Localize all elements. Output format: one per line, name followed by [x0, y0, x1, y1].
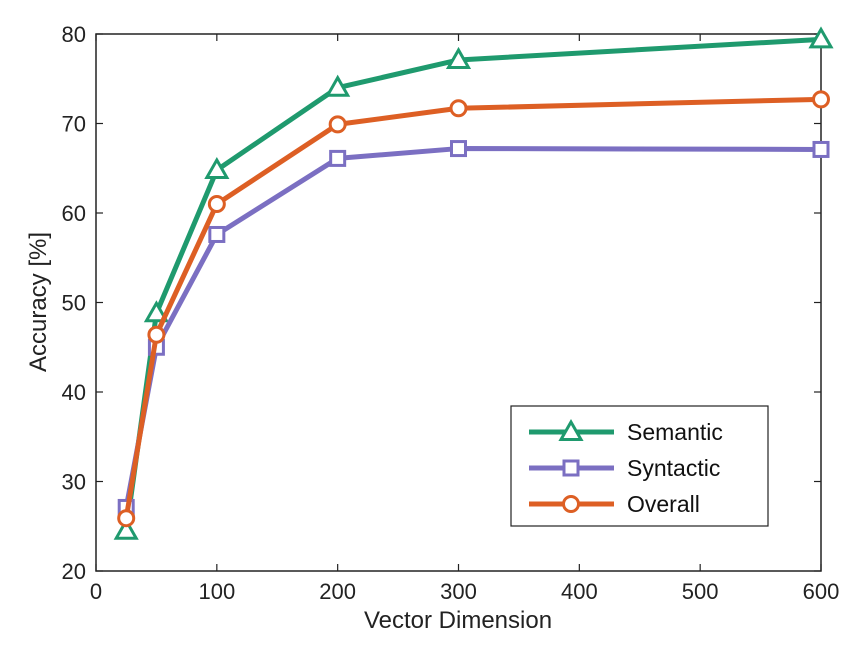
y-tick-label: 50	[62, 291, 86, 316]
y-tick-label: 60	[62, 201, 86, 226]
x-tick-label: 400	[561, 579, 598, 604]
x-tick-label: 500	[682, 579, 719, 604]
data-point-semantic	[113, 517, 139, 540]
legend-label-semantic: Semantic	[627, 419, 723, 445]
series-line-overall	[123, 96, 822, 519]
y-tick-label: 20	[62, 559, 86, 584]
data-point-overall	[812, 90, 830, 109]
data-point-overall	[328, 115, 347, 134]
x-tick-label: 0	[90, 579, 102, 604]
data-point-overall	[207, 195, 226, 214]
data-point-syntactic	[450, 140, 467, 158]
x-tick-label: 600	[803, 579, 840, 604]
data-point-semantic	[325, 74, 351, 97]
y-tick-label: 40	[62, 380, 86, 405]
data-point-syntactic	[208, 225, 226, 243]
x-tick-label: 100	[198, 579, 235, 604]
y-tick-label: 70	[62, 112, 86, 137]
data-point-semantic	[808, 26, 834, 49]
legend-label-syntactic: Syntactic	[627, 455, 720, 481]
data-point-semantic	[143, 300, 170, 323]
legend: Semantic Syntactic Overall	[510, 405, 769, 527]
x-tick-label: 300	[440, 579, 477, 604]
data-point-overall	[147, 325, 166, 344]
y-tick-label: 80	[62, 22, 86, 47]
y-axis-label: Accuracy [%]	[25, 232, 52, 372]
legend-marker-overall	[562, 495, 580, 513]
series-layer	[113, 26, 834, 540]
tick-labels: 0 100 200 300 400 500 600 20 30 40 50 60 70 80	[62, 22, 840, 604]
data-point-overall	[117, 509, 136, 528]
data-point-semantic	[204, 157, 230, 180]
legend-label-overall: Overall	[627, 491, 700, 517]
legend-marker-syntactic	[562, 459, 580, 477]
data-point-overall	[449, 99, 468, 118]
legend-marker-semantic	[558, 418, 584, 441]
y-tick-label: 30	[62, 470, 86, 495]
x-tick-label: 200	[319, 579, 356, 604]
x-axis-label: Vector Dimension	[364, 607, 552, 634]
data-point-semantic	[445, 46, 472, 69]
series-overall	[117, 90, 830, 528]
data-point-syntactic	[329, 149, 347, 167]
data-point-syntactic	[812, 140, 830, 158]
